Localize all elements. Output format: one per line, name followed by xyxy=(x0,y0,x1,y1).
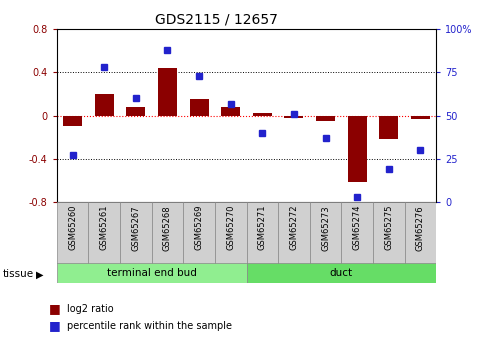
Bar xyxy=(405,202,436,264)
Bar xyxy=(348,116,367,183)
Bar xyxy=(152,202,183,264)
Text: ■: ■ xyxy=(49,302,61,315)
Bar xyxy=(278,202,310,264)
Text: ■: ■ xyxy=(49,319,61,333)
Text: ▶: ▶ xyxy=(36,270,43,279)
Bar xyxy=(310,202,341,264)
Bar xyxy=(341,202,373,264)
Text: GSM65276: GSM65276 xyxy=(416,205,425,250)
Bar xyxy=(246,202,278,264)
Bar xyxy=(380,116,398,139)
Bar xyxy=(411,116,430,119)
Text: GDS2115 / 12657: GDS2115 / 12657 xyxy=(155,12,279,26)
Bar xyxy=(373,202,405,264)
Bar xyxy=(284,116,304,118)
Bar xyxy=(221,107,240,116)
Text: GSM65267: GSM65267 xyxy=(131,205,141,250)
Text: GSM65268: GSM65268 xyxy=(163,205,172,250)
Text: GSM65274: GSM65274 xyxy=(352,205,362,250)
Bar xyxy=(189,99,209,116)
Bar xyxy=(183,202,215,264)
Bar xyxy=(253,114,272,116)
Bar xyxy=(57,202,88,264)
Text: tissue: tissue xyxy=(2,269,34,279)
Bar xyxy=(215,202,246,264)
Bar xyxy=(57,263,246,283)
Bar xyxy=(126,107,145,116)
Text: terminal end bud: terminal end bud xyxy=(106,268,197,278)
Text: percentile rank within the sample: percentile rank within the sample xyxy=(67,321,232,331)
Text: GSM65261: GSM65261 xyxy=(100,205,108,250)
Text: GSM65260: GSM65260 xyxy=(68,205,77,250)
Text: GSM65272: GSM65272 xyxy=(289,205,298,250)
Text: GSM65273: GSM65273 xyxy=(321,205,330,250)
Bar xyxy=(88,202,120,264)
Text: GSM65270: GSM65270 xyxy=(226,205,235,250)
Bar xyxy=(246,263,436,283)
Text: log2 ratio: log2 ratio xyxy=(67,304,113,314)
Text: GSM65271: GSM65271 xyxy=(258,205,267,250)
Bar xyxy=(120,202,152,264)
Text: duct: duct xyxy=(330,268,353,278)
Bar xyxy=(95,94,113,116)
Text: GSM65269: GSM65269 xyxy=(195,205,204,250)
Text: GSM65275: GSM65275 xyxy=(385,205,393,250)
Bar xyxy=(158,68,177,116)
Bar xyxy=(63,116,82,126)
Bar xyxy=(316,116,335,121)
